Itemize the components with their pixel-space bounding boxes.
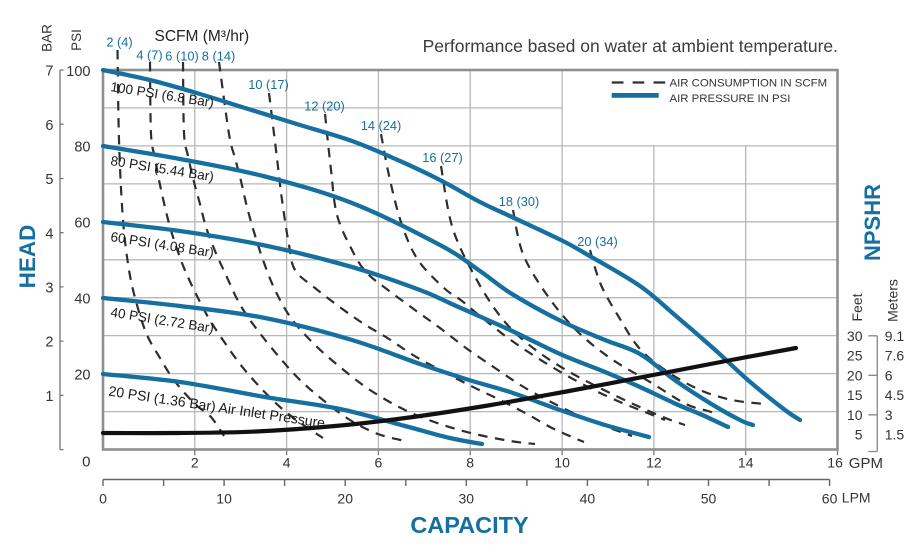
svg-text:10: 10 bbox=[847, 407, 863, 423]
svg-text:60: 60 bbox=[74, 216, 90, 232]
svg-text:10: 10 bbox=[554, 454, 570, 470]
svg-text:10: 10 bbox=[216, 490, 232, 506]
svg-text:0: 0 bbox=[99, 490, 107, 506]
svg-text:8: 8 bbox=[466, 454, 474, 470]
svg-text:LPM: LPM bbox=[842, 490, 871, 506]
svg-text:4: 4 bbox=[283, 454, 291, 470]
svg-text:4: 4 bbox=[45, 226, 53, 242]
svg-text:Meters: Meters bbox=[885, 279, 901, 322]
svg-text:1: 1 bbox=[45, 389, 53, 405]
svg-text:4.5: 4.5 bbox=[885, 387, 905, 403]
svg-text:AIR CONSUMPTION IN SCFM: AIR CONSUMPTION IN SCFM bbox=[670, 77, 828, 89]
svg-text:50: 50 bbox=[701, 490, 717, 506]
svg-text:BAR: BAR bbox=[40, 24, 55, 52]
svg-text:3: 3 bbox=[45, 281, 53, 297]
svg-text:12: 12 bbox=[646, 454, 662, 470]
svg-text:15: 15 bbox=[847, 387, 863, 403]
svg-text:10 (17): 10 (17) bbox=[248, 77, 289, 92]
svg-text:2: 2 bbox=[191, 454, 199, 470]
svg-text:6: 6 bbox=[375, 454, 383, 470]
svg-text:6: 6 bbox=[45, 118, 53, 134]
svg-text:HEAD: HEAD bbox=[15, 225, 40, 289]
svg-text:AIR PRESSURE IN PSI: AIR PRESSURE IN PSI bbox=[670, 93, 791, 105]
svg-text:7.6: 7.6 bbox=[885, 348, 905, 364]
svg-text:40: 40 bbox=[74, 292, 90, 308]
svg-text:6 (10): 6 (10) bbox=[165, 48, 198, 63]
svg-text:20: 20 bbox=[337, 490, 353, 506]
svg-text:20: 20 bbox=[847, 367, 863, 383]
svg-text:5: 5 bbox=[45, 172, 53, 188]
svg-text:CAPACITY: CAPACITY bbox=[410, 512, 529, 538]
svg-text:7: 7 bbox=[45, 64, 53, 80]
svg-text:4 (7): 4 (7) bbox=[136, 47, 162, 62]
svg-text:16 (27): 16 (27) bbox=[422, 150, 463, 165]
svg-text:SCFM (M³/hr): SCFM (M³/hr) bbox=[155, 28, 250, 45]
svg-text:GPM: GPM bbox=[849, 455, 883, 472]
svg-text:2: 2 bbox=[45, 335, 53, 351]
svg-text:14 (24): 14 (24) bbox=[361, 118, 402, 133]
svg-text:1.5: 1.5 bbox=[885, 427, 905, 443]
svg-text:Feet: Feet bbox=[849, 293, 865, 321]
svg-text:80: 80 bbox=[74, 140, 90, 156]
svg-text:0: 0 bbox=[82, 453, 90, 470]
svg-text:9.1: 9.1 bbox=[885, 328, 905, 344]
svg-text:PSI: PSI bbox=[69, 29, 84, 51]
svg-text:18 (30): 18 (30) bbox=[499, 194, 540, 209]
svg-text:25: 25 bbox=[847, 348, 863, 364]
svg-text:12 (20): 12 (20) bbox=[304, 98, 345, 113]
svg-text:5: 5 bbox=[855, 427, 863, 443]
svg-text:3: 3 bbox=[885, 407, 893, 423]
svg-text:30: 30 bbox=[459, 490, 475, 506]
svg-text:100: 100 bbox=[66, 64, 90, 80]
svg-text:20 (34): 20 (34) bbox=[577, 234, 618, 249]
svg-text:20: 20 bbox=[74, 367, 90, 383]
svg-text:8 (14): 8 (14) bbox=[202, 48, 235, 63]
svg-text:6: 6 bbox=[885, 367, 893, 383]
svg-text:Performance based on water at: Performance based on water at ambient te… bbox=[423, 36, 838, 56]
svg-text:40: 40 bbox=[580, 490, 596, 506]
svg-text:2 (4): 2 (4) bbox=[106, 34, 132, 49]
svg-text:16: 16 bbox=[827, 454, 843, 470]
svg-text:NPSHR: NPSHR bbox=[860, 184, 885, 261]
svg-text:30: 30 bbox=[847, 328, 863, 344]
svg-text:60: 60 bbox=[822, 490, 838, 506]
svg-text:14: 14 bbox=[738, 454, 754, 470]
